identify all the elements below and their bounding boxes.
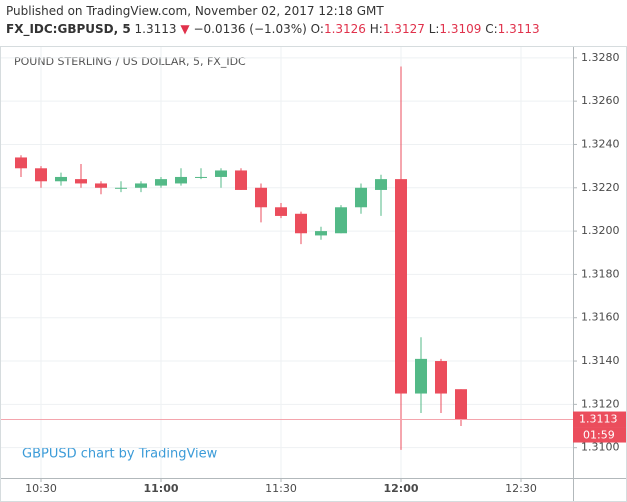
watermark: GBPUSD chart by TradingView xyxy=(22,447,218,462)
o-label: O: xyxy=(310,22,324,36)
direction: ▼ xyxy=(180,22,190,36)
candle-body xyxy=(435,361,447,394)
candle-body xyxy=(135,183,147,188)
y-tick-label: 1.3100 xyxy=(581,441,620,454)
high: 1.3127 xyxy=(382,22,425,36)
candle-body xyxy=(115,187,127,189)
candle-body xyxy=(295,213,307,234)
close: 1.3113 xyxy=(497,22,540,36)
published: Published on TradingView.com, November 0… xyxy=(6,4,384,18)
c-label: C: xyxy=(485,22,498,36)
x-tick-label: 11:00 xyxy=(143,482,178,495)
h-label: H: xyxy=(369,22,383,36)
low: 1.3109 xyxy=(439,22,482,36)
candle-body xyxy=(355,187,367,208)
y-tick-label: 1.3160 xyxy=(581,311,620,324)
candle-body xyxy=(15,157,27,169)
header: Published on TradingView.com, November 0… xyxy=(6,2,540,38)
l-label: L: xyxy=(428,22,440,36)
chart-title: POUND STERLING / US DOLLAR, 5, FX_IDC xyxy=(14,55,246,68)
y-tick-label: 1.3280 xyxy=(581,51,620,64)
last: 1.3113 xyxy=(134,22,177,36)
candle-body xyxy=(235,170,247,190)
last-price-tag xyxy=(573,411,626,428)
y-tick-label: 1.3220 xyxy=(581,181,620,194)
last-price-label: 1.3113 xyxy=(579,413,618,426)
candle-body xyxy=(95,183,107,188)
symbol: FX_IDC:GBPUSD, 5 xyxy=(6,22,131,36)
candle-body xyxy=(175,176,187,184)
candle-body xyxy=(195,176,207,178)
y-tick-label: 1.3260 xyxy=(581,94,620,107)
candle-body xyxy=(315,231,327,236)
open: 1.3126 xyxy=(323,22,366,36)
x-tick-label: 12:30 xyxy=(505,482,537,495)
candle-body xyxy=(215,170,227,177)
candle-body xyxy=(455,389,467,420)
candle-body xyxy=(275,207,287,216)
y-tick-label: 1.3180 xyxy=(581,267,620,280)
candle-body xyxy=(395,179,407,394)
candle-body xyxy=(375,179,387,190)
candle-body xyxy=(335,207,347,234)
countdown-label: 01:59 xyxy=(583,429,615,442)
y-tick-label: 1.3240 xyxy=(581,137,620,150)
y-tick-label: 1.3200 xyxy=(581,224,620,237)
x-tick-label: 11:30 xyxy=(265,482,297,495)
candle-body xyxy=(55,176,67,182)
x-tick-label: 10:30 xyxy=(25,482,57,495)
y-tick-label: 1.3120 xyxy=(581,397,620,410)
candle-body xyxy=(75,179,87,184)
candle-body xyxy=(255,187,267,208)
candle-body xyxy=(35,168,47,182)
candle-body xyxy=(415,358,427,394)
countdown-tag xyxy=(573,427,626,443)
candle-body xyxy=(155,179,167,186)
change: −0.0136 (−1.03%) xyxy=(193,22,307,36)
quote-line: FX_IDC:GBPUSD, 5 1.3113 ▼ −0.0136 (−1.03… xyxy=(6,20,540,38)
x-tick-label: 12:00 xyxy=(383,482,418,495)
y-tick-label: 1.3140 xyxy=(581,354,620,367)
